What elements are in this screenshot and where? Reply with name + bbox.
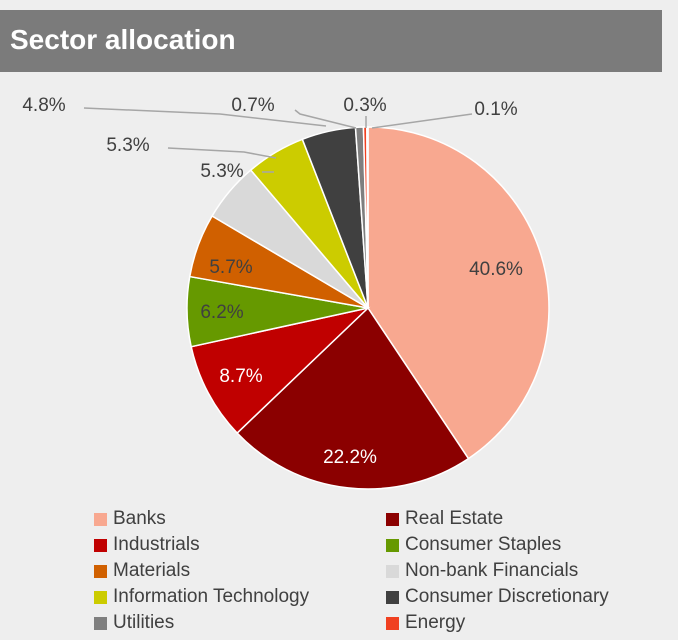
- legend-item: Information Technology: [94, 586, 309, 608]
- leader-line: [294, 109, 357, 129]
- legend-swatch: [386, 616, 399, 630]
- legend-item: Banks: [94, 508, 166, 530]
- legend-swatch: [94, 590, 107, 604]
- legend-label: Real Estate: [405, 508, 504, 529]
- legend-label: Utilities: [113, 612, 175, 633]
- pie-slice-real-estate: [236, 306, 470, 490]
- legend-item: Utilities: [94, 612, 174, 634]
- pie-chart: 40.6% 22.2% 8.7% 6.2% 5.7% 5.3% 5.3% 4.8% 0.7% 0.…: [22, 95, 550, 490]
- legend-swatch: [94, 512, 107, 526]
- data-label: 8.7%: [219, 366, 262, 387]
- data-label: 5.3%: [200, 161, 243, 182]
- legend-swatch: [386, 512, 399, 526]
- legend-swatch: [94, 616, 107, 630]
- legend-label: Banks: [113, 508, 166, 529]
- legend-swatch: [386, 564, 399, 578]
- chart-title: Sector allocation: [10, 24, 236, 55]
- legend-label: Non-bank Financials: [405, 560, 579, 581]
- legend-label: Consumer Staples: [405, 534, 562, 555]
- pie-slice-industrials: [190, 306, 371, 435]
- legend-label: Information Technology: [113, 586, 310, 607]
- pie-slice-unlabeled: [366, 126, 369, 309]
- leader-line: [167, 147, 277, 159]
- legend-swatch: [94, 538, 107, 552]
- data-label: 0.1%: [474, 99, 517, 120]
- data-label: 5.3%: [106, 135, 149, 156]
- data-label: 5.7%: [209, 257, 252, 278]
- legend-item: Materials: [94, 560, 190, 582]
- legend-swatch: [94, 564, 107, 578]
- data-label: 0.7%: [231, 95, 274, 116]
- data-label: 22.2%: [323, 447, 377, 468]
- legend-item: Energy: [386, 612, 465, 634]
- legend-item: Consumer Discretionary: [386, 586, 609, 608]
- legend-label: Industrials: [113, 534, 200, 555]
- legend-item: Non-bank Financials: [386, 560, 578, 582]
- panel-header: Sector allocation: [0, 10, 662, 72]
- data-label: 4.8%: [22, 95, 65, 116]
- legend-item: Consumer Staples: [386, 534, 561, 556]
- legend-item: Industrials: [94, 534, 200, 556]
- data-label: 0.3%: [343, 95, 386, 116]
- legend-label: Materials: [113, 560, 191, 581]
- legend-label: Consumer Discretionary: [405, 586, 609, 607]
- leader-line: [371, 113, 473, 129]
- data-label: 6.2%: [200, 302, 243, 323]
- data-label: 40.6%: [469, 259, 523, 280]
- legend-swatch: [386, 590, 399, 604]
- legend-swatch: [386, 538, 399, 552]
- leader-line: [83, 107, 327, 127]
- legend-label: Energy: [405, 612, 466, 633]
- legend-item: Real Estate: [386, 508, 503, 530]
